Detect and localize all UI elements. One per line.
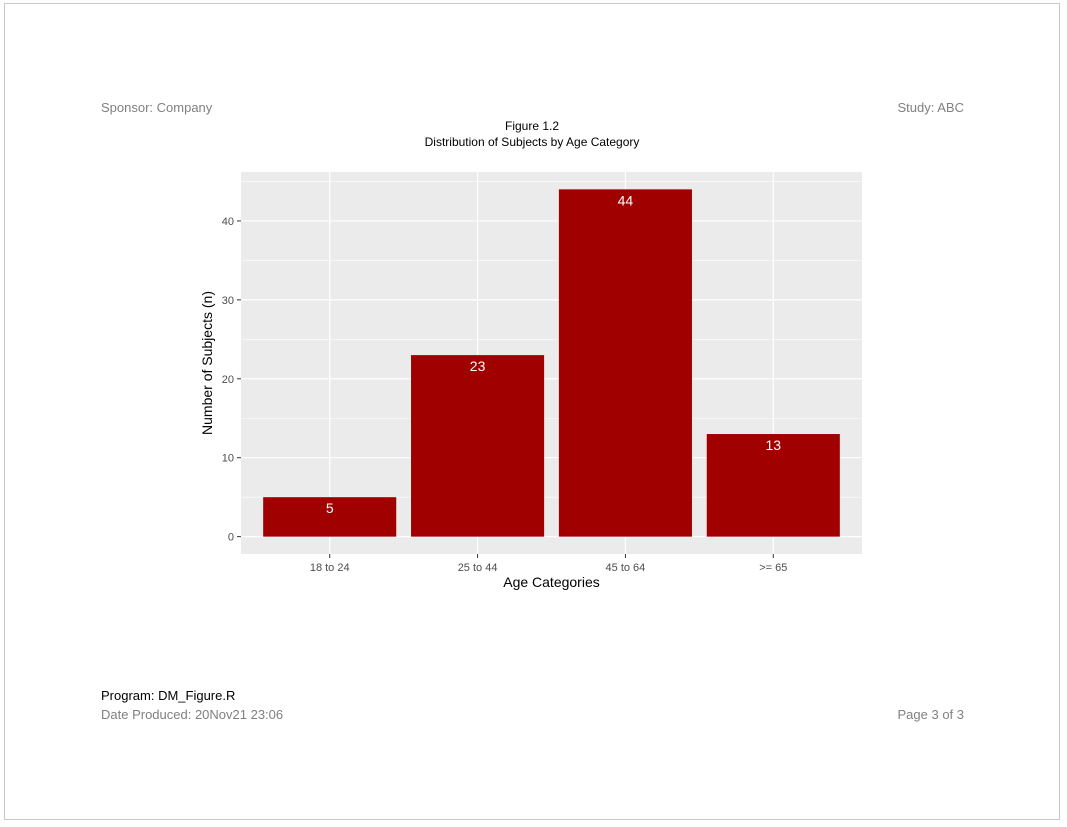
chart-title-block: Figure 1.2 Distribution of Subjects by A…: [5, 118, 1059, 150]
x-tick-label: >= 65: [759, 562, 787, 574]
data-label: 13: [765, 437, 781, 453]
data-label: 5: [326, 500, 334, 516]
report-page: Sponsor: Company Study: ABC Figure 1.2 D…: [4, 3, 1060, 820]
y-tick-label: 30: [222, 295, 234, 307]
chart-title: Figure 1.2: [504, 119, 560, 133]
study-header: Study: ABC: [897, 100, 964, 115]
date-produced-footer: Date Produced: 20Nov21 23:06: [101, 707, 284, 722]
x-axis-title: Age Categories: [503, 574, 600, 590]
page-number-footer: Page 3 of 3: [897, 707, 965, 722]
bar-1: [263, 497, 397, 537]
y-tick-label: 20: [222, 374, 234, 386]
bar-2: [411, 355, 545, 537]
data-label: 23: [470, 358, 486, 374]
chart-subtitle: Distribution of Subjects by Age Category: [424, 135, 640, 149]
bar-4: [706, 434, 840, 537]
y-tick-label: 0: [228, 532, 234, 544]
data-label: 44: [618, 192, 634, 208]
y-tick-label: 10: [222, 453, 234, 465]
y-axis-title: Number of Subjects (n): [199, 291, 215, 435]
bar-3: [558, 189, 692, 537]
y-tick-label: 40: [222, 216, 234, 228]
x-tick-label: 18 to 24: [310, 562, 350, 574]
program-footer: Program: DM_Figure.R: [101, 688, 236, 703]
sponsor-header: Sponsor: Company: [101, 100, 213, 115]
x-tick-label: 25 to 44: [458, 562, 498, 574]
x-tick-label: 45 to 64: [606, 562, 646, 574]
bar-chart: 5 23 44 13 0 10 20 30 40 18 to 24 25 to 44 45 to 64…: [199, 172, 862, 590]
